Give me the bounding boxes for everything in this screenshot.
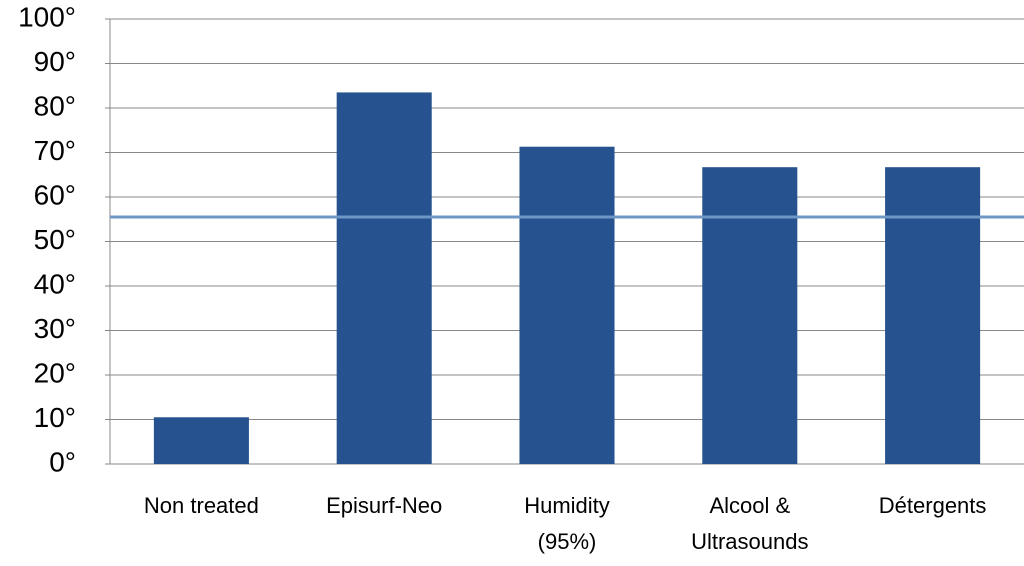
y-tick-label: 50° — [34, 224, 76, 255]
y-tick-label: 0° — [49, 446, 76, 477]
y-tick-label: 40° — [34, 268, 76, 299]
bar — [153, 417, 249, 464]
y-tick-label: 20° — [34, 357, 76, 388]
x-tick-label: Humidity (95%) — [524, 493, 610, 554]
y-tick-label: 10° — [34, 402, 76, 433]
bar — [519, 146, 615, 464]
x-tick-label: Détergents — [879, 493, 987, 518]
x-tick-label: Episurf-Neo — [326, 493, 442, 518]
x-tick-label: Non treated — [144, 493, 259, 518]
y-tick-label: 100° — [18, 1, 76, 32]
x-tick-label: Alcool & Ultrasounds — [691, 493, 808, 554]
bar — [702, 167, 798, 464]
y-tick-label: 90° — [34, 46, 76, 77]
y-tick-label: 70° — [34, 135, 76, 166]
bar — [885, 167, 981, 464]
y-tick-label: 30° — [34, 313, 76, 344]
bar — [336, 92, 432, 465]
y-tick-label: 60° — [34, 179, 76, 210]
y-tick-label: 80° — [34, 90, 76, 121]
